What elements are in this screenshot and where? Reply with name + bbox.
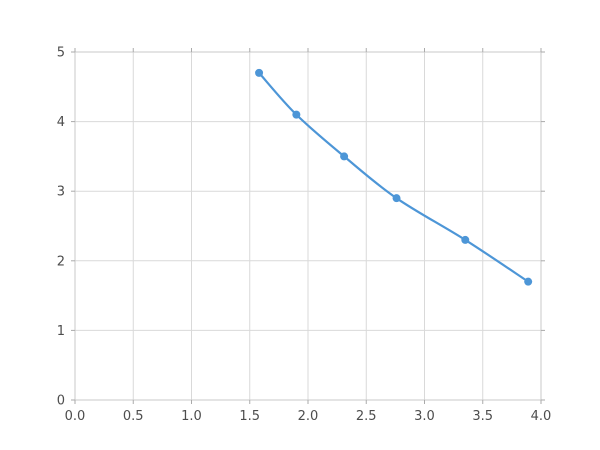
x-tick-label: 2.0: [298, 409, 319, 424]
data-point-marker: [255, 68, 264, 77]
x-tick-label: 2.5: [356, 409, 377, 424]
y-tick-label: 3: [57, 185, 65, 200]
x-tick-label: 3.5: [472, 409, 493, 424]
y-tick-label: 1: [57, 324, 65, 339]
data-line: [257, 71, 530, 283]
data-point-marker: [524, 277, 533, 286]
x-tick-label: 0.0: [65, 409, 86, 424]
y-tick-label: 2: [57, 254, 65, 269]
x-tick-label: 4.0: [531, 409, 552, 424]
data-point-marker: [292, 110, 301, 119]
y-tick-label: 0: [57, 394, 65, 409]
y-tick-label: 5: [57, 46, 65, 61]
data-point-marker: [392, 194, 401, 203]
x-tick-label: 3.0: [414, 409, 435, 424]
data-point-marker: [340, 152, 349, 161]
x-tick-label: 0.5: [123, 409, 144, 424]
data-point-marker: [461, 235, 470, 244]
x-tick-label: 1.0: [181, 409, 202, 424]
x-tick-label: 1.5: [239, 409, 260, 424]
y-tick-label: 4: [57, 115, 65, 130]
